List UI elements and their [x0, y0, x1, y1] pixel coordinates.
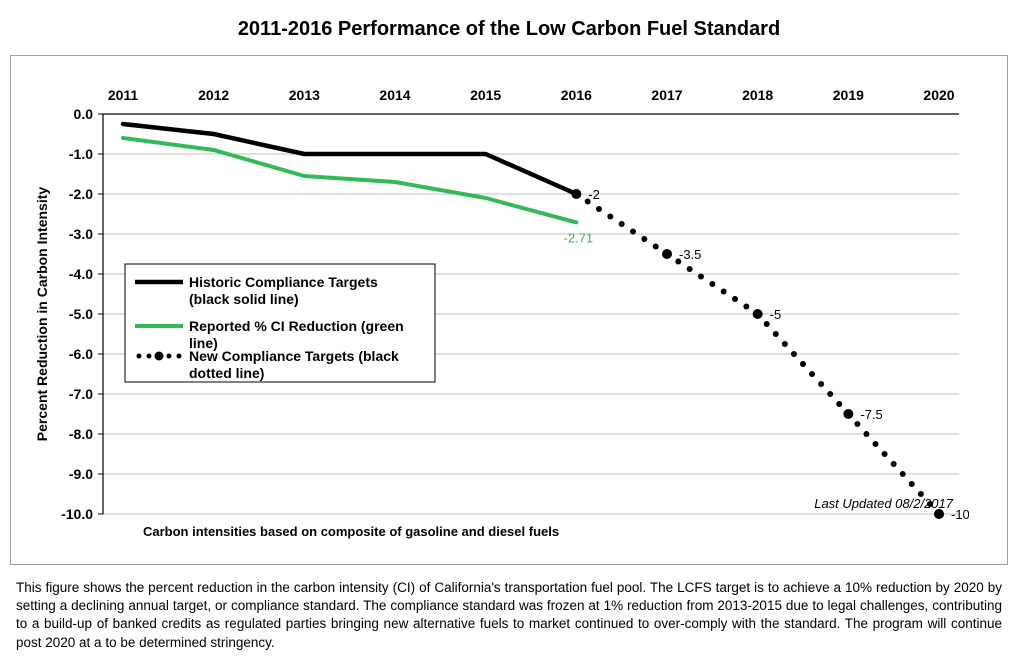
svg-text:-7.5: -7.5	[860, 407, 882, 422]
svg-text:-10.0: -10.0	[61, 506, 93, 522]
svg-text:Last Updated 08/2/2017: Last Updated 08/2/2017	[814, 496, 954, 511]
svg-text:2012: 2012	[198, 87, 229, 103]
svg-text:dotted line): dotted line)	[189, 365, 264, 381]
svg-text:-3.5: -3.5	[679, 247, 701, 262]
svg-text:-8.0: -8.0	[69, 426, 93, 442]
svg-text:2017: 2017	[651, 87, 682, 103]
chart-title: 2011-2016 Performance of the Low Carbon …	[10, 18, 1008, 41]
svg-text:-7.0: -7.0	[69, 386, 93, 402]
svg-text:-3.0: -3.0	[69, 226, 93, 242]
svg-text:2018: 2018	[742, 87, 773, 103]
svg-text:2013: 2013	[289, 87, 320, 103]
chart-area: 0.0 -1.0 -2.0 -3.0 -4.0 -5.0 -6.0 -7.0 -8.0 -9.0 -…	[29, 74, 989, 550]
svg-text:Percent Reduction in Carbon In: Percent Reduction in Carbon Intensity	[34, 187, 50, 442]
svg-text:Historic Compliance Targets: Historic Compliance Targets	[189, 274, 378, 290]
figure-caption: This figure shows the percent reduction …	[16, 579, 1002, 652]
svg-text:-10: -10	[951, 507, 969, 522]
svg-text:-5.0: -5.0	[69, 306, 93, 322]
svg-text:2011: 2011	[108, 87, 139, 103]
chart-frame: 0.0 -1.0 -2.0 -3.0 -4.0 -5.0 -6.0 -7.0 -8.0 -9.0 -…	[10, 55, 1008, 565]
svg-text:2020: 2020	[923, 87, 954, 103]
svg-text:Carbon intensities based on co: Carbon intensities based on composite of…	[143, 524, 559, 539]
svg-text:2019: 2019	[833, 87, 864, 103]
svg-text:-6.0: -6.0	[69, 346, 93, 362]
svg-text:-2: -2	[588, 187, 600, 202]
svg-text:2015: 2015	[470, 87, 501, 103]
svg-text:(black solid line): (black solid line)	[189, 291, 299, 307]
svg-text:2014: 2014	[379, 87, 410, 103]
svg-text:-9.0: -9.0	[69, 466, 93, 482]
svg-text:New Compliance Targets (black: New Compliance Targets (black	[189, 348, 399, 364]
svg-text:2016: 2016	[561, 87, 592, 103]
svg-text:0.0: 0.0	[74, 106, 94, 122]
line-chart: 0.0 -1.0 -2.0 -3.0 -4.0 -5.0 -6.0 -7.0 -8.0 -9.0 -…	[29, 74, 969, 544]
svg-text:-4.0: -4.0	[69, 266, 93, 282]
svg-text:-1.0: -1.0	[69, 146, 93, 162]
svg-text:Reported % CI Reduction (green: Reported % CI Reduction (green	[189, 318, 404, 334]
svg-text:-5: -5	[770, 307, 782, 322]
svg-text:-2.0: -2.0	[69, 186, 93, 202]
svg-text:-2.71: -2.71	[564, 230, 594, 245]
